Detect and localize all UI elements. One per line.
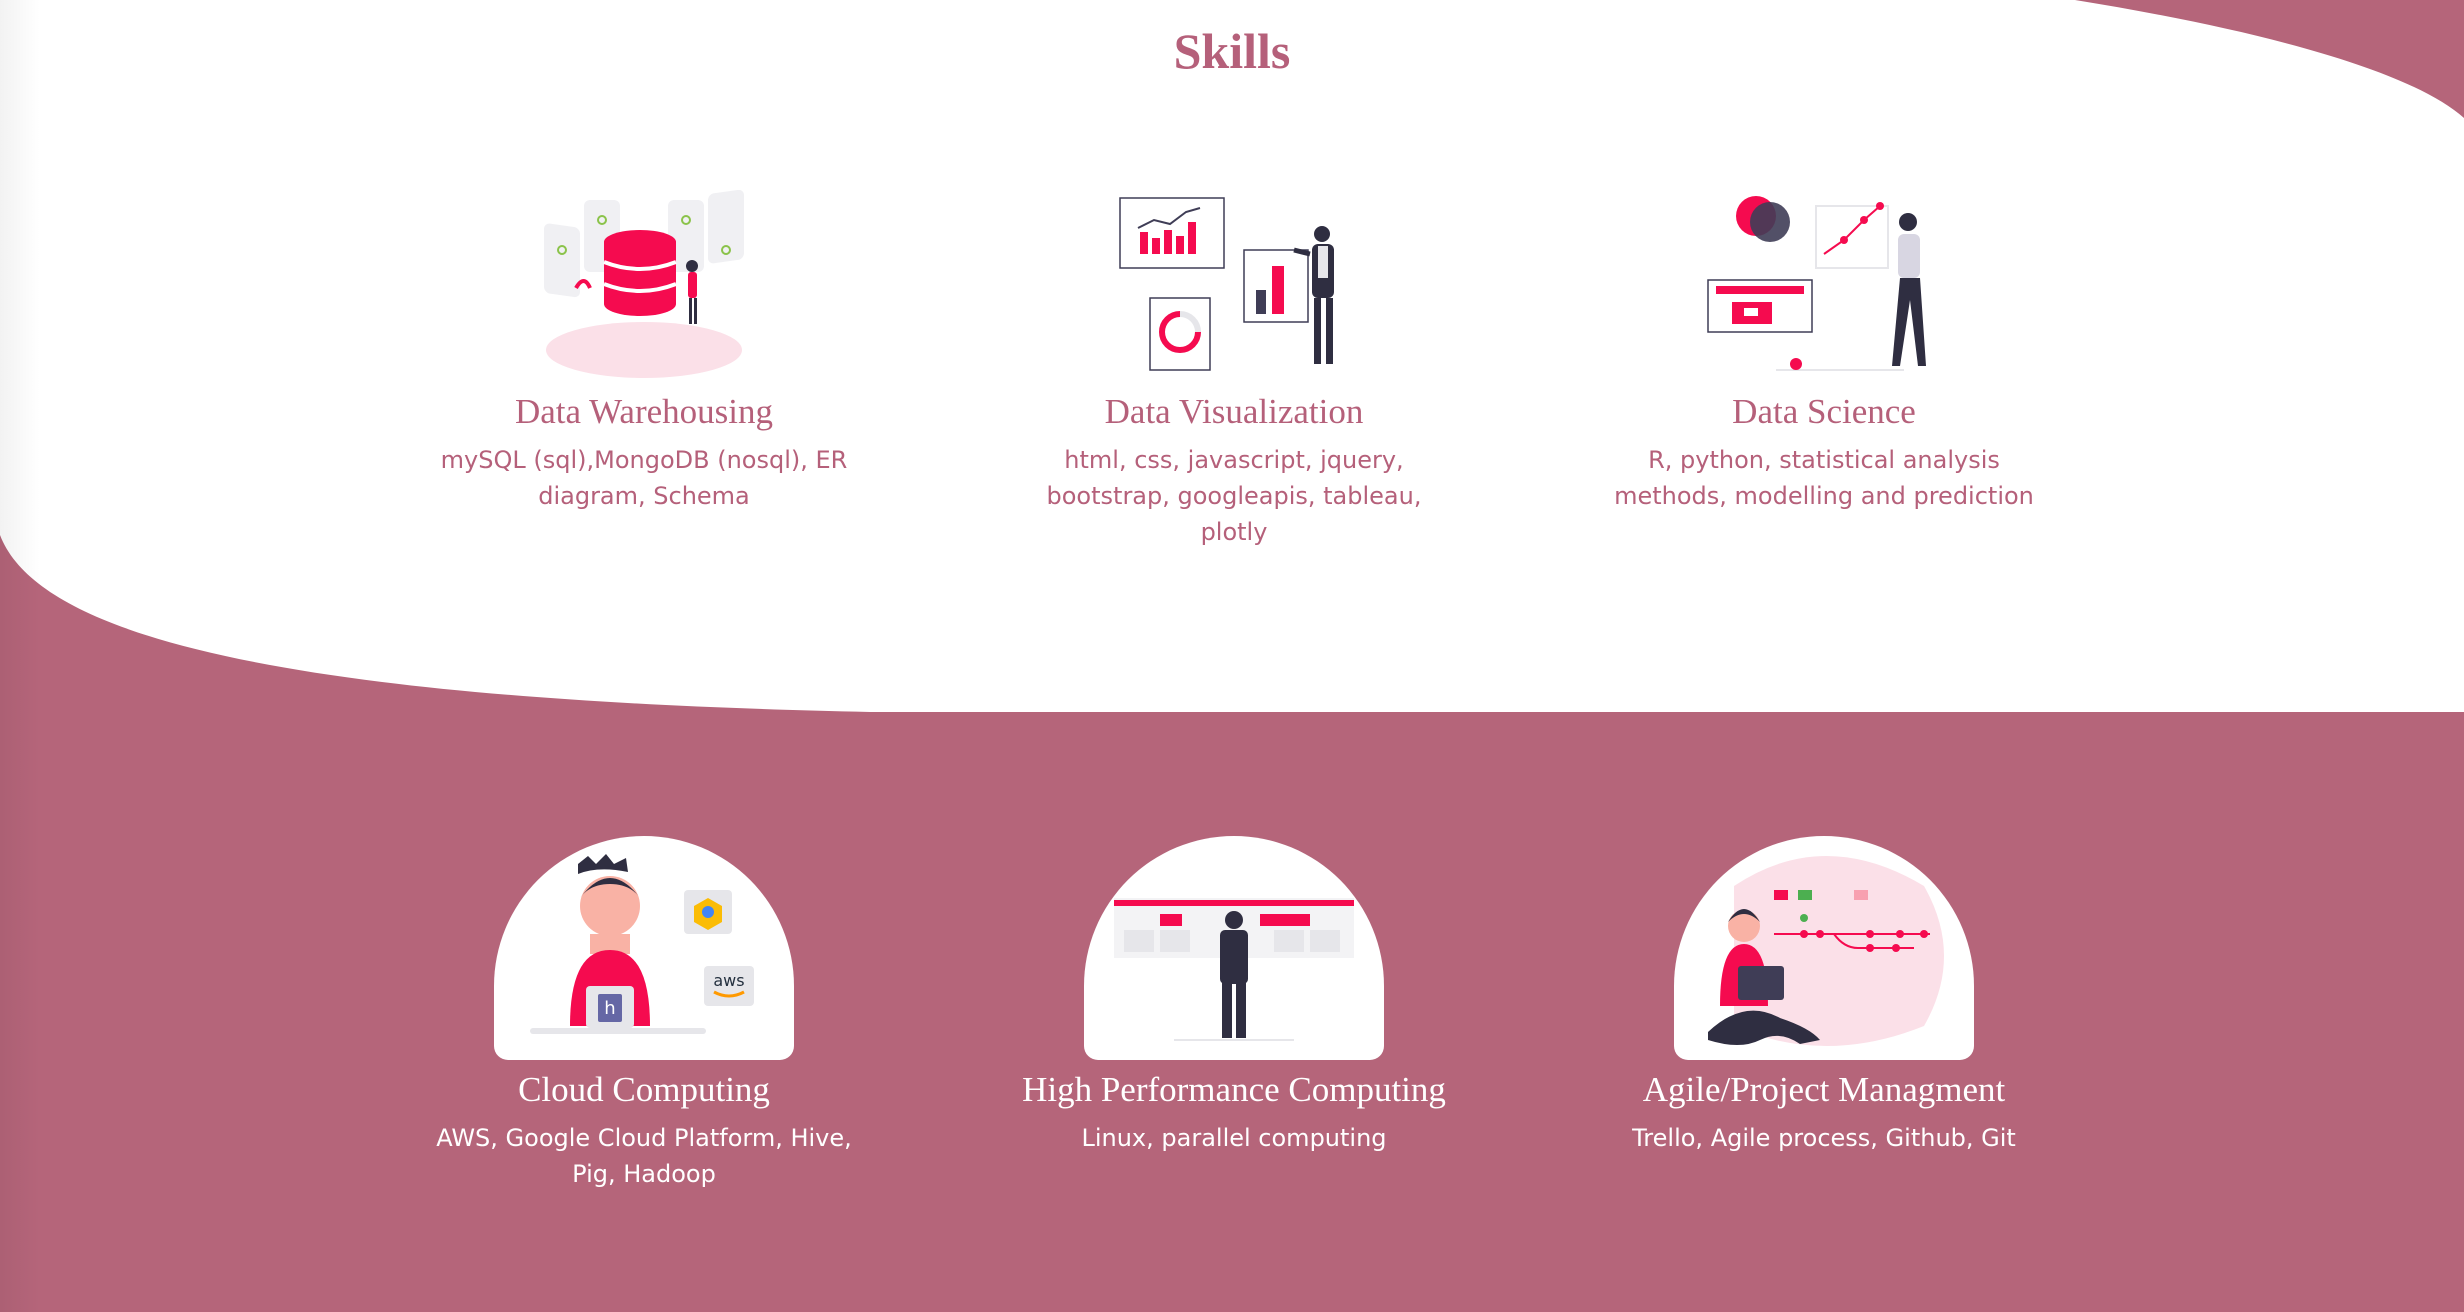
card-title: Data Science xyxy=(1732,392,1916,431)
card-title: Data Visualization xyxy=(1104,392,1364,431)
card-description: html, css, javascript, jquery, bootstrap… xyxy=(1046,446,1422,546)
card-description: R, python, statistical analysis methods,… xyxy=(1614,446,2034,510)
svg-text:aws: aws xyxy=(713,971,744,990)
dashboard-wall-icon xyxy=(1114,898,1354,1041)
skill-card-high-performance-computing: High Performance Computing Linux, parall… xyxy=(1014,836,1454,1156)
skill-card-agile-project-management: Agile/Project Managment Trello, Agile pr… xyxy=(1604,836,2044,1156)
card-title: Cloud Computing xyxy=(518,1070,770,1109)
top-right-wave xyxy=(2075,0,2464,118)
illustration-frame: h aws xyxy=(494,836,794,1060)
card-title: Agile/Project Managment xyxy=(1642,1070,2006,1109)
card-description: mySQL (sql),MongoDB (nosql), ER diagram,… xyxy=(440,446,848,510)
skill-card-cloud-computing: h aws Cloud Computing AWS, Google Cloud … xyxy=(424,836,864,1192)
illustration-frame xyxy=(1084,836,1384,1060)
card-description: Linux, parallel computing xyxy=(1081,1124,1387,1152)
svg-text:h: h xyxy=(604,998,615,1019)
skill-card-data-warehousing: Data Warehousing mySQL (sql),MongoDB (no… xyxy=(424,190,864,514)
card-title: High Performance Computing xyxy=(1022,1070,1446,1109)
illustration-frame xyxy=(1674,836,1974,1060)
section-title: Skills xyxy=(1173,23,1291,79)
skill-card-data-visualization: Data Visualization html, css, javascript… xyxy=(1014,190,1454,550)
card-title: Data Warehousing xyxy=(515,392,773,431)
left-edge-shadow xyxy=(0,0,40,1312)
database-icon xyxy=(544,190,744,378)
git-workflow-icon xyxy=(1708,856,1944,1046)
data-analysis-icon xyxy=(1707,196,1926,371)
skill-card-data-science: Data Science R, python, statistical anal… xyxy=(1604,190,2044,514)
card-description: AWS, Google Cloud Platform, Hive, Pig, H… xyxy=(436,1124,852,1188)
cloud-developer-icon: h aws xyxy=(530,854,754,1034)
charts-presentation-icon xyxy=(1119,197,1334,371)
card-description: Trello, Agile process, Github, Git xyxy=(1632,1124,2016,1152)
